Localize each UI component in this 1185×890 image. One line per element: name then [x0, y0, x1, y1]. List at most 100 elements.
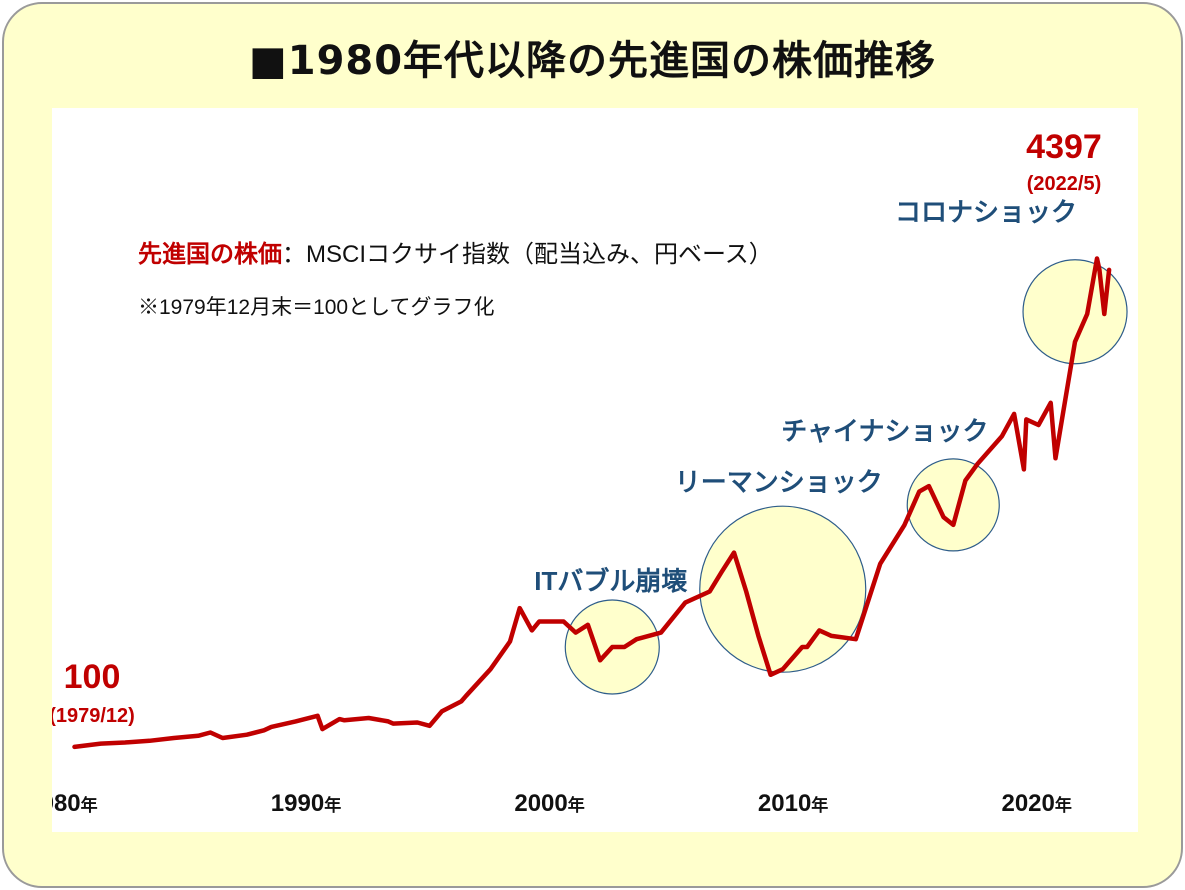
- data-point: [464, 694, 468, 698]
- data-point: [684, 601, 687, 604]
- data-point: [1012, 412, 1016, 416]
- data-point: [1000, 434, 1004, 438]
- data-point: [508, 640, 512, 643]
- data-point: [917, 490, 921, 493]
- data-point: [1107, 268, 1111, 272]
- data-point: [708, 590, 711, 593]
- x-tick-label: 1980年: [52, 790, 98, 817]
- index-description: 先進国の株価：MSCIコクサイ指数（配当込み、円ベース）: [138, 241, 773, 268]
- annotation-label: リーマンショック: [675, 467, 883, 497]
- data-point: [270, 725, 273, 729]
- data-point: [391, 722, 395, 725]
- data-point: [927, 484, 931, 488]
- annotation-label: チャイナショック: [781, 416, 988, 446]
- data-point: [818, 629, 821, 632]
- x-tick-suffix: 年: [324, 795, 341, 815]
- x-axis: 1980年1990年2000年2010年2020年: [52, 790, 1072, 817]
- data-point: [73, 745, 76, 749]
- data-point: [623, 645, 626, 649]
- data-point: [952, 523, 955, 527]
- data-point: [537, 620, 541, 623]
- data-point: [386, 720, 390, 723]
- data-point: [942, 515, 945, 519]
- series-line: [72, 256, 1112, 750]
- data-point: [221, 736, 224, 740]
- x-tick-year: 1990: [271, 790, 324, 817]
- data-point: [1022, 468, 1026, 471]
- data-point: [367, 716, 370, 720]
- end-date-label: (2022/5): [1027, 173, 1102, 195]
- data-point: [964, 479, 967, 482]
- data-point: [635, 638, 638, 641]
- start-date-label: (1979/12): [52, 705, 135, 727]
- data-point: [745, 590, 748, 593]
- data-points: [73, 257, 1111, 749]
- data-point: [123, 741, 127, 744]
- data-point: [805, 645, 809, 649]
- annotation-circle: [699, 505, 867, 673]
- data-point: [338, 717, 341, 721]
- data-point: [489, 668, 492, 671]
- data-point: [574, 631, 577, 634]
- data-point: [1098, 268, 1101, 271]
- data-point: [854, 638, 858, 641]
- data-point: [416, 721, 419, 724]
- x-tick-label: 1990年: [271, 790, 341, 817]
- data-point: [172, 736, 176, 740]
- x-tick-suffix: 年: [81, 795, 98, 815]
- description-label: 先進国の株価: [138, 241, 282, 268]
- annotation-label: コロナショック: [895, 197, 1077, 227]
- data-point: [440, 710, 443, 713]
- data-point: [1103, 312, 1106, 316]
- annotation-circle: [906, 458, 1000, 552]
- description-rest: ：MSCIコクサイ指数（配当込み、円ベース）: [282, 241, 773, 268]
- line-chart: ITバブル崩壊 リーマンショック チャイナショック コロナショック先進国の株価：MSC…: [52, 128, 1128, 817]
- data-point: [611, 645, 614, 649]
- data-point: [659, 631, 663, 634]
- data-point: [1037, 423, 1040, 427]
- data-point: [343, 719, 346, 722]
- data-point: [1049, 401, 1052, 404]
- x-tick-year: 2000: [514, 790, 567, 817]
- x-tick-label: 2010年: [758, 790, 828, 817]
- x-tick-year: 1980: [52, 790, 81, 817]
- data-point: [830, 634, 833, 638]
- data-point: [428, 724, 431, 728]
- data-point: [562, 620, 565, 623]
- data-point: [781, 668, 784, 671]
- data-point: [245, 733, 249, 736]
- data-point: [1095, 257, 1099, 260]
- data-point: [197, 734, 200, 737]
- data-point: [316, 714, 319, 718]
- data-point: [460, 700, 463, 703]
- data-point: [1061, 412, 1065, 416]
- data-point: [1025, 418, 1028, 421]
- start-value-label: 100: [64, 658, 121, 696]
- x-tick-label: 2020年: [1001, 790, 1071, 817]
- data-point: [209, 731, 212, 734]
- data-point: [732, 551, 736, 554]
- note-text: ※1979年12月末＝100としてグラフ化: [138, 296, 494, 319]
- x-tick-year: 2010: [758, 790, 811, 817]
- data-point: [99, 742, 102, 745]
- data-point: [1073, 340, 1077, 343]
- data-point: [720, 570, 724, 573]
- data-point: [769, 673, 772, 676]
- data-point: [598, 659, 602, 662]
- data-point: [1086, 312, 1089, 316]
- plot-area: ITバブル崩壊 リーマンショック チャイナショック コロナショック先進国の株価：MSC…: [52, 108, 1138, 832]
- annotation-label: ITバブル崩壊: [534, 566, 687, 596]
- x-tick-suffix: 年: [811, 795, 828, 815]
- data-point: [903, 523, 906, 527]
- data-point: [757, 634, 760, 638]
- data-point: [1054, 457, 1057, 460]
- x-tick-label: 2000年: [514, 790, 584, 817]
- data-point: [262, 729, 266, 732]
- page-title: ■1980年代以降の先進国の株価推移: [248, 38, 937, 84]
- data-point: [148, 739, 151, 742]
- data-point: [976, 462, 979, 466]
- x-tick-year: 2020: [1001, 790, 1054, 817]
- end-value-label: 4397: [1026, 128, 1102, 166]
- data-point: [518, 606, 521, 610]
- data-point: [801, 645, 804, 649]
